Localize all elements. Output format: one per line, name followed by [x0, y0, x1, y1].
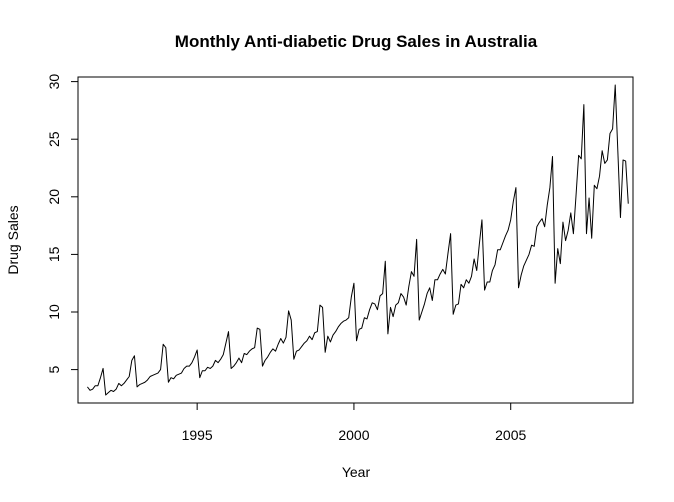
plot-frame [77, 76, 634, 404]
chart-title: Monthly Anti-diabetic Drug Sales in Aust… [175, 32, 538, 51]
x-axis: 1995 2000 2005 [182, 402, 526, 443]
y-tick-label: 15 [46, 246, 62, 262]
y-tick-label: 25 [46, 131, 62, 147]
x-tick-label: 2000 [338, 427, 369, 443]
y-axis-title: Drug Sales [5, 205, 21, 274]
x-axis-title: Year [342, 464, 371, 480]
y-axis: 5 10 15 20 25 30 [46, 74, 79, 373]
y-tick-label: 10 [46, 304, 62, 320]
y-tick-label: 5 [46, 365, 62, 373]
y-tick-label: 20 [46, 189, 62, 205]
x-tick-label: 2005 [495, 427, 526, 443]
x-tick-label: 1995 [182, 427, 213, 443]
series-layer [87, 84, 629, 396]
series-line [87, 84, 629, 396]
y-tick-label: 30 [46, 74, 62, 90]
